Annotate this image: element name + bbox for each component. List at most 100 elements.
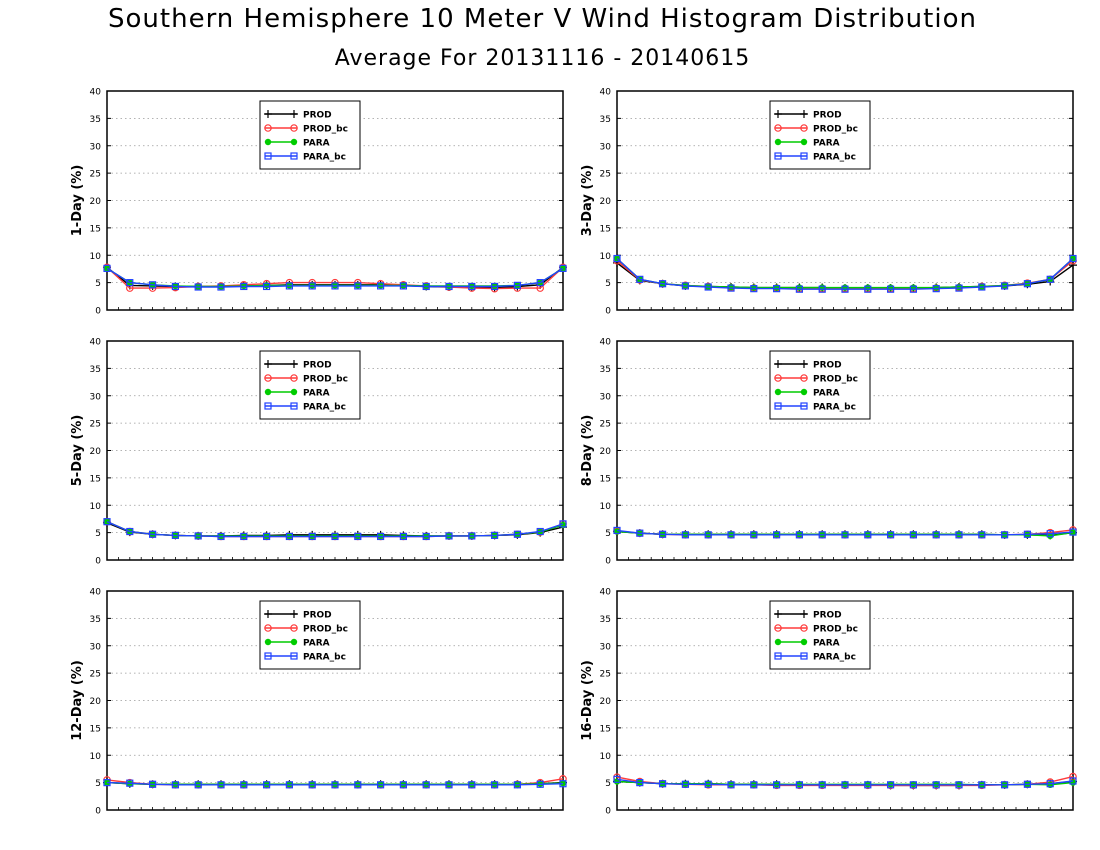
legend-marker-prod [290,110,298,118]
data-point-para_bc [263,781,271,789]
y-axis-label: 16-Day (%) [580,660,595,741]
data-point-para_bc [750,285,758,293]
data-point-para_bc [217,532,225,541]
data-point-para_bc [932,781,940,789]
y-tick-label: 5 [605,529,611,539]
legend-box [769,350,871,420]
legend-label-para: PARA [813,639,840,649]
legend-label-para_bc: PARA_bc [303,403,346,413]
data-point-para_bc [422,532,430,541]
series-line-para_bc [616,529,1074,536]
y-tick-label: 30 [600,642,612,652]
y-tick-label: 0 [605,557,611,567]
legend-marker-para [264,638,272,646]
data-point-para_bc [1069,254,1077,263]
legend: PROD PROD_bc PARA PARA_bc [769,600,871,670]
data-point-para_bc [658,780,667,788]
legend-marker-prod [264,610,272,618]
data-point-para_bc [422,282,430,291]
y-tick-label: 40 [600,338,612,348]
data-point-para_bc [103,779,111,787]
legend-label-prod_bc: PROD_bc [813,125,858,135]
legend-marker-para [290,138,298,146]
legend-marker-para [290,388,298,396]
data-point-para_bc [955,531,963,539]
data-point-para_bc [613,775,621,783]
legend-label-prod: PROD [813,611,842,621]
y-tick-label: 0 [95,807,101,817]
data-point-para_bc [285,532,293,541]
legend-marker-prod_bc [774,374,782,382]
y-tick-label: 10 [90,502,102,512]
data-point-prod [1069,261,1077,270]
y-tick-label: 15 [600,724,611,734]
legend-marker-prod [264,110,272,118]
legend-label-para_bc: PARA_bc [813,153,856,163]
data-point-para_bc [864,781,872,789]
data-point-para_bc [978,781,986,789]
data-point-para_bc [1000,531,1009,539]
y-tick-label: 35 [600,615,611,625]
y-tick-label: 25 [600,420,611,430]
y-tick-label: 20 [600,197,612,207]
y-tick-label: 40 [600,588,612,598]
data-point-para_bc [399,781,407,789]
data-point-para_bc [886,781,895,789]
data-point-para_bc [308,282,316,290]
data-point-para_bc [636,779,644,787]
data-point-para_bc [727,781,735,789]
legend-box [259,600,361,670]
chart-panel-3: 0 5 10 15 20 25 30 35 40 5-Day (%) PROD PROD_bc PARA… [70,338,567,567]
legend-label-para_bc: PARA_bc [813,403,856,413]
y-tick-label: 5 [605,279,611,289]
data-point-para_bc [1069,777,1077,785]
legend-marker-prod [800,360,808,368]
plot-frame [106,90,564,311]
data-point-para_bc [171,282,179,291]
data-point-para_bc [1046,275,1054,283]
data-point-para_bc [1046,530,1054,538]
data-point-para_bc [636,275,644,283]
legend-marker-prod [290,610,298,618]
data-point-para_bc [1069,528,1077,536]
data-point-para_bc [331,282,339,290]
legend-label-prod_bc: PROD_bc [303,375,348,385]
y-tick-label: 10 [90,252,102,262]
legend-marker-prod [800,610,808,618]
y-tick-label: 25 [90,420,101,430]
data-point-para_bc [468,781,476,789]
legend: PROD PROD_bc PARA PARA_bc [259,100,361,170]
data-point-para_bc [978,283,986,291]
data-point-para_bc [377,282,385,290]
legend-marker-para_bc [290,152,298,160]
data-point-para_bc [536,279,544,287]
legend-marker-para_bc [774,402,782,410]
legend-marker-para_bc [774,152,782,160]
data-point-para_bc [658,280,667,288]
legend-marker-prod [774,610,782,618]
data-point-para_bc [841,531,849,539]
data-point-para_bc [285,781,293,789]
legend-marker-prod [800,110,808,118]
legend-box [259,350,361,420]
legend-label-para_bc: PARA_bc [813,653,856,663]
legend-marker-para_bc [774,652,782,660]
y-tick-label: 0 [605,307,611,317]
data-point-para_bc [658,530,667,538]
series-line-para_bc [616,257,1074,290]
data-point-para_bc [1000,781,1009,789]
data-point-para_bc [308,781,316,789]
legend-marker-prod_bc [800,124,808,132]
data-point-para_bc [559,264,567,272]
data-point-para_bc [1023,280,1032,288]
data-point-para_bc [772,531,781,539]
data-point-para_bc [955,781,963,789]
data-point-para_bc [149,530,157,538]
data-point-para [1069,779,1077,786]
data-point-para_bc [149,780,157,788]
legend-marker-para [774,638,782,646]
legend: PROD PROD_bc PARA PARA_bc [769,100,871,170]
legend: PROD PROD_bc PARA PARA_bc [259,350,361,420]
legend-marker-prod_bc [264,374,272,382]
y-tick-label: 15 [90,724,101,734]
